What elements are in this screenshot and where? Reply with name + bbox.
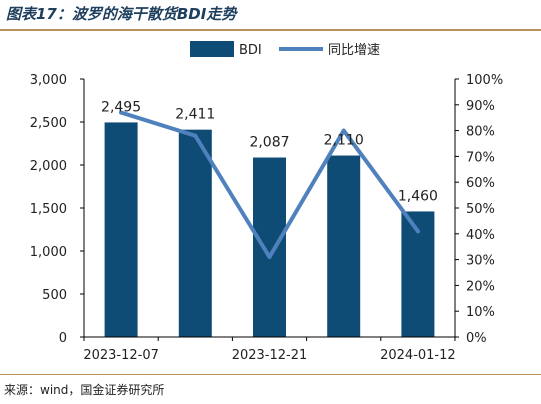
bdi-bar (178, 129, 212, 337)
bdi-value-label: 2,110 (324, 133, 364, 149)
title-rule (0, 29, 541, 31)
y-right-tick-label: 70% (466, 150, 495, 165)
y-left-tick-label: 3,000 (30, 73, 67, 88)
bdi-value-label: 2,087 (249, 135, 289, 151)
bdi-value-label: 2,495 (101, 99, 141, 115)
yoy-growth-point (341, 128, 346, 133)
y-right-tick-label: 80% (466, 125, 495, 140)
y-left-tick-label: 1,500 (30, 202, 67, 217)
x-tick-label: 2023-12-07 (83, 348, 159, 363)
legend-growth-label: 同比增速 (328, 43, 380, 58)
y-right-tick-label: 0% (466, 331, 487, 346)
bdi-value-label: 1,460 (398, 188, 438, 204)
y-left-tick-label: 1,000 (30, 245, 67, 260)
y-left-tick-label: 500 (42, 288, 67, 303)
legend-bdi-label: BDI (239, 43, 262, 58)
y-right-tick-label: 90% (466, 99, 495, 114)
figure-title: 图表17：波罗的海干散货BDI走势 (6, 5, 237, 23)
source-rule (0, 374, 541, 375)
bdi-bar (104, 122, 138, 338)
yoy-growth-point (415, 229, 420, 234)
x-tick-label: 2024-01-12 (380, 348, 456, 363)
bdi-value-label: 2,411 (175, 107, 215, 123)
y-left-tick-label: 0 (59, 331, 67, 346)
y-right-tick-label: 100% (466, 73, 503, 88)
y-right-tick-label: 40% (466, 228, 495, 243)
y-right-tick-label: 10% (466, 305, 495, 320)
chart: 0 500 1,000 1,500 2,000 2,500 3,000 0% 10% 20% 30%… (30, 41, 503, 363)
x-tick-label: 2023-12-21 (232, 348, 308, 363)
yoy-growth-point (119, 110, 124, 115)
y-left-tick-label: 2,500 (30, 116, 67, 131)
yoy-growth-point (193, 133, 198, 138)
y-right-tick-label: 60% (466, 176, 495, 191)
y-right-tick-label: 50% (466, 202, 495, 217)
legend-bdi-swatch (190, 41, 234, 57)
figure-source: 来源：wind，国金证券研究所 (4, 383, 165, 397)
bdi-bar (253, 157, 286, 337)
yoy-growth-point (267, 255, 272, 260)
y-right-tick-label: 30% (466, 254, 495, 269)
bdi-bar (327, 155, 361, 337)
y-left-tick-label: 2,000 (30, 159, 67, 174)
y-right-tick-label: 20% (466, 279, 495, 294)
